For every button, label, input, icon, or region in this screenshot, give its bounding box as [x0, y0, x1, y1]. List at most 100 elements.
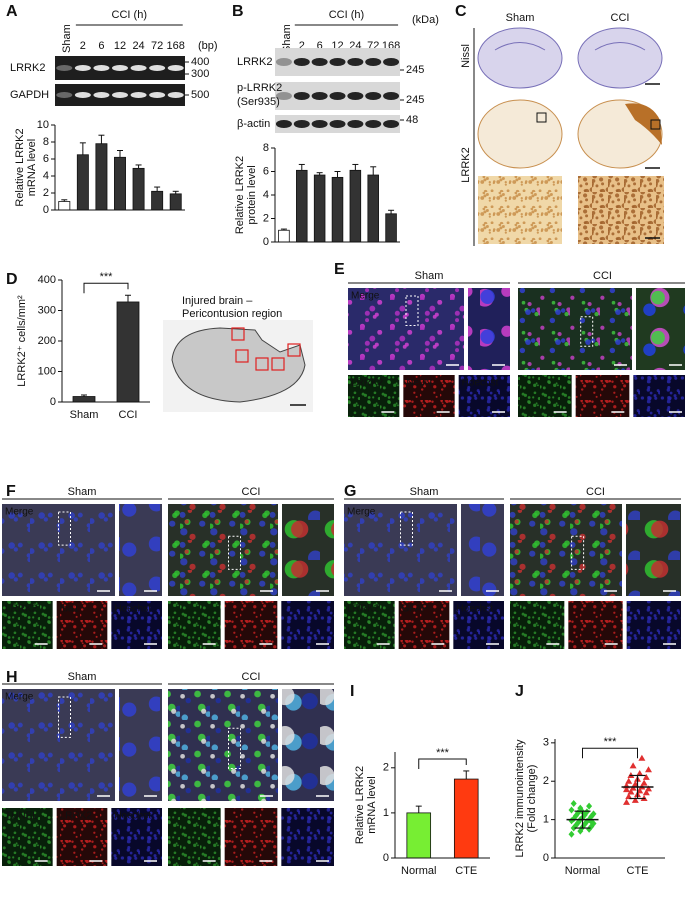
x-tick-label: CCI	[119, 409, 138, 421]
micrograph	[111, 601, 162, 649]
bar	[331, 176, 344, 243]
bar	[95, 143, 108, 211]
sd-bar	[629, 774, 646, 800]
lane-label: 72	[151, 40, 163, 52]
row-label: LRRK2	[237, 56, 272, 68]
brain-section	[477, 27, 563, 89]
channel-label: LRRK2	[60, 811, 93, 822]
bar	[385, 213, 397, 243]
band	[74, 65, 91, 71]
y-tick-label: 0	[383, 852, 389, 864]
error-bar	[316, 172, 323, 176]
micrograph	[2, 808, 53, 866]
error-bar	[79, 142, 86, 155]
group-label: CCI (h)	[112, 9, 147, 21]
inset-box	[271, 357, 285, 371]
panel-letter: E	[334, 261, 345, 278]
data-point	[623, 786, 630, 793]
x-tick-label: CTE	[455, 865, 477, 877]
panel-letter: A	[6, 3, 18, 20]
bar	[72, 396, 96, 403]
annotation: ***	[436, 747, 450, 759]
inset-box	[58, 511, 71, 546]
y-tick-label: 6	[43, 153, 49, 165]
condition-label: Sham	[410, 486, 439, 498]
channel-label: TUNEL	[5, 811, 38, 822]
data-point	[631, 796, 639, 803]
data-point	[627, 788, 635, 795]
error-bar	[334, 171, 341, 178]
bar	[114, 156, 126, 211]
condition-label: CCI	[242, 671, 261, 683]
micrograph	[168, 601, 221, 649]
micrograph	[56, 601, 108, 649]
band	[93, 92, 110, 98]
lane-label: Sham	[61, 24, 73, 53]
condition-label: CCI	[593, 270, 612, 282]
error-bar	[298, 163, 305, 171]
size-label: 245	[406, 64, 424, 76]
inset-box	[571, 535, 585, 570]
data-point	[629, 762, 637, 769]
data-point	[586, 802, 593, 810]
merge-label: Merge	[347, 507, 376, 518]
micrograph	[633, 375, 685, 417]
band	[56, 92, 73, 98]
micrograph	[453, 601, 504, 649]
inset-box	[58, 696, 71, 738]
y-axis-label: (Fold change)	[526, 765, 538, 833]
y-tick-label: 6	[263, 165, 269, 177]
significance-bracket	[418, 758, 467, 769]
brain-section	[171, 327, 306, 403]
band	[365, 120, 382, 128]
band	[293, 58, 310, 66]
error-bar	[415, 805, 422, 813]
brain-detail	[594, 42, 646, 51]
condition-label: Sham	[68, 671, 97, 683]
channel-label: NeuN	[406, 378, 432, 389]
panel-letter: C	[455, 3, 467, 20]
error-bar	[463, 770, 470, 780]
y-tick-label: 10	[37, 119, 49, 131]
band	[347, 58, 364, 66]
data-point	[568, 830, 575, 838]
data-point	[645, 785, 652, 792]
annotation: ***	[604, 736, 618, 748]
micrograph	[344, 504, 457, 596]
row-label: p-LRRK2	[237, 82, 282, 94]
data-point	[645, 766, 652, 773]
unit-label: (bp)	[198, 40, 218, 52]
group-label: CCI (h)	[329, 9, 364, 21]
micrograph	[348, 375, 400, 417]
micrograph	[578, 176, 664, 244]
row-label: LRRK2	[10, 62, 45, 74]
condition-label: CCI	[242, 486, 261, 498]
y-axis-label: Relative LRRK2	[234, 156, 246, 234]
y-axis-label: mRNA level	[366, 776, 378, 833]
column-label: Sham	[506, 12, 535, 24]
inset-box	[231, 327, 245, 341]
y-tick-label: 2	[43, 187, 49, 199]
significance-bracket	[582, 747, 638, 759]
band	[329, 92, 346, 100]
size-label: 245	[406, 94, 424, 106]
row-label: LRRK2	[460, 147, 472, 182]
micrograph	[168, 504, 278, 596]
merge-label: Merge	[351, 291, 380, 302]
channel-label: LRRK2	[351, 378, 384, 389]
micrograph	[281, 601, 334, 649]
lane-label: 6	[98, 40, 104, 52]
error-bar	[98, 134, 105, 144]
micrograph	[2, 504, 115, 596]
data-point	[642, 789, 650, 796]
row-label: GAPDH	[10, 89, 49, 101]
y-tick-label: 200	[38, 335, 56, 347]
inset-box	[287, 343, 301, 357]
channel-label: GFAP	[402, 604, 429, 615]
y-tick-label: 8	[43, 136, 49, 148]
data-point	[625, 793, 633, 800]
error-bar	[172, 190, 179, 194]
bar	[76, 154, 89, 211]
data-point	[568, 806, 575, 814]
